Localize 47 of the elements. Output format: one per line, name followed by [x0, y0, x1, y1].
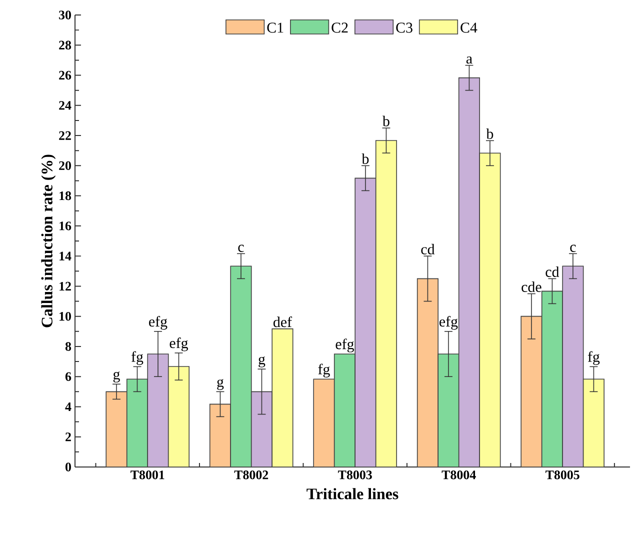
x-axis-title: Triticale lines: [306, 488, 398, 500]
data-label: efg: [149, 316, 168, 330]
data-label: efg: [336, 338, 354, 352]
y-tick-label: 22: [59, 131, 71, 140]
x-tick-label: T8004: [442, 470, 476, 480]
data-label: efg: [170, 338, 188, 352]
data-label: c: [570, 244, 576, 252]
legend-label: C4: [460, 22, 478, 33]
data-label: def: [273, 316, 292, 328]
x-tick-label: T8003: [338, 470, 372, 480]
y-tick-label: 6: [65, 372, 72, 381]
x-tick-label: T8001: [130, 470, 164, 480]
y-tick-label: 10: [60, 312, 71, 321]
data-label: g: [113, 372, 120, 382]
x-tick-label: T8005: [546, 470, 580, 480]
data-label: b: [362, 153, 369, 164]
data-label: cd: [421, 244, 435, 254]
y-tick-label: 28: [59, 40, 72, 50]
y-tick-label: 24: [59, 101, 72, 110]
y-tick-label: 20: [59, 161, 71, 170]
x-tick-label: T8002: [234, 470, 268, 480]
legend-label: C2: [332, 22, 348, 33]
legend-label: C1: [267, 22, 284, 33]
legend-label: C3: [396, 22, 412, 33]
y-tick-label: 4: [65, 402, 72, 411]
y-tick-label: 18: [60, 191, 72, 200]
data-label: a: [466, 56, 472, 64]
y-tick-label: 26: [59, 70, 72, 80]
data-label: fg: [588, 351, 600, 365]
y-tick-label: 30: [59, 10, 71, 20]
data-label: g: [258, 356, 266, 368]
y-tick-label: 0: [66, 462, 71, 472]
data-label: efg: [440, 316, 458, 330]
data-label: c: [238, 244, 244, 252]
data-label: b: [486, 128, 494, 139]
y-tick-label: 2: [66, 432, 71, 442]
y-tick-label: 14: [60, 252, 72, 260]
data-label: fg: [318, 364, 330, 378]
data-label: b: [382, 116, 390, 126]
data-label: cd: [546, 266, 560, 277]
y-tick-label: 16: [60, 222, 72, 230]
data-label: g: [217, 379, 224, 390]
y-axis-title: Callus induction rate (%): [41, 154, 56, 328]
y-tick-label: 8: [65, 342, 72, 351]
y-tick-label: 12: [60, 282, 71, 290]
data-label: cde: [522, 282, 542, 292]
data-label: fg: [131, 351, 144, 365]
